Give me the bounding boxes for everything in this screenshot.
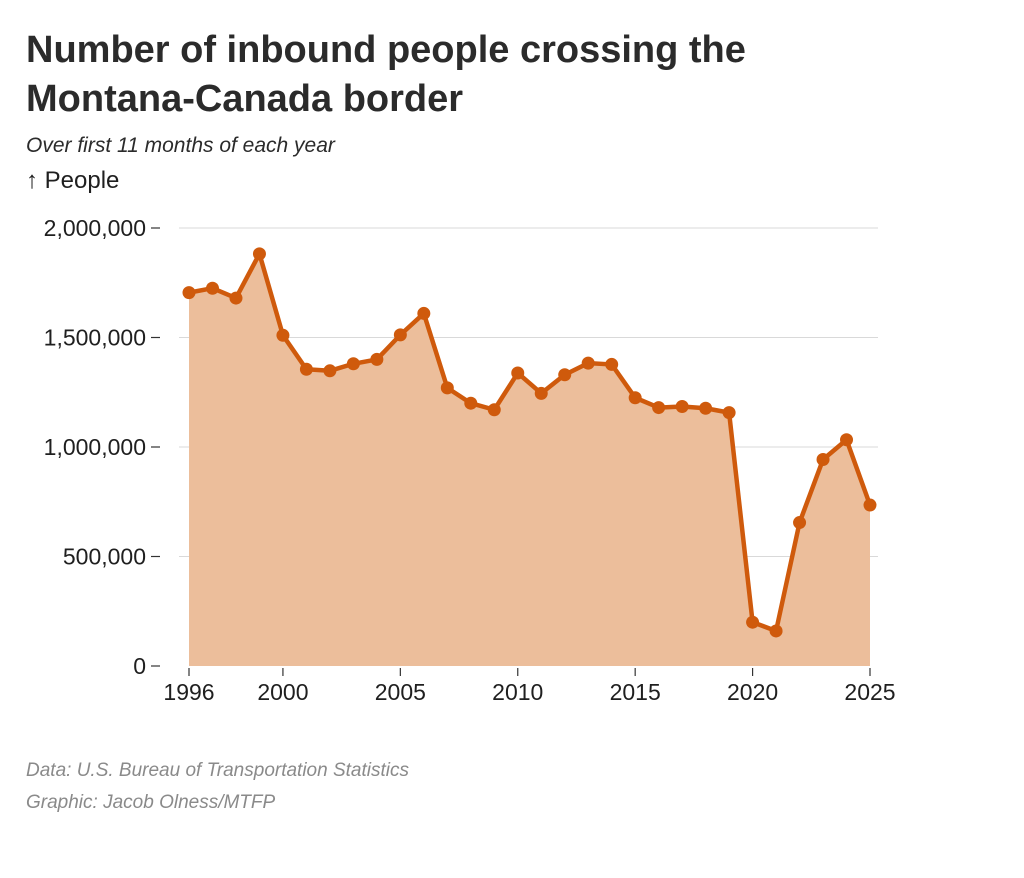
data-point bbox=[393, 328, 407, 342]
data-point bbox=[628, 391, 642, 405]
data-point bbox=[229, 291, 243, 305]
data-point bbox=[746, 615, 760, 629]
data-point bbox=[581, 356, 595, 370]
data-point bbox=[793, 516, 807, 530]
x-tick-label: 2010 bbox=[492, 679, 543, 705]
chart-subtitle: Over first 11 months of each year bbox=[26, 134, 335, 157]
y-tick-label: 0 bbox=[133, 653, 146, 679]
x-tick-label: 2020 bbox=[727, 679, 778, 705]
data-point bbox=[417, 306, 431, 320]
y-axis-label: ↑ People bbox=[26, 167, 120, 194]
chart-title: Number of inbound people crossing the Mo… bbox=[26, 26, 986, 124]
data-point bbox=[464, 396, 478, 410]
y-tick-label: 500,000 bbox=[63, 544, 146, 570]
data-point bbox=[299, 362, 313, 376]
data-point bbox=[346, 357, 360, 371]
data-point bbox=[323, 364, 337, 378]
y-tick-label: 1,000,000 bbox=[44, 434, 146, 460]
x-tick-label: 2005 bbox=[375, 679, 426, 705]
chart-title-line-1: Number of inbound people crossing the bbox=[26, 29, 746, 71]
series-area bbox=[189, 253, 870, 667]
data-point bbox=[182, 286, 196, 300]
data-point bbox=[205, 281, 219, 295]
data-point bbox=[558, 368, 572, 382]
area-layer bbox=[189, 253, 870, 667]
chart-title-line-2: Montana-Canada border bbox=[26, 78, 464, 120]
y-tick-label: 2,000,000 bbox=[44, 215, 146, 241]
source-credit: Data: U.S. Bureau of Transportation Stat… bbox=[26, 760, 409, 781]
data-point bbox=[769, 624, 783, 638]
data-point bbox=[605, 357, 619, 371]
data-point bbox=[675, 399, 689, 413]
data-point bbox=[276, 328, 290, 342]
x-tick-label: 2015 bbox=[610, 679, 661, 705]
graphic-credit: Graphic: Jacob Olness/MTFP bbox=[26, 792, 276, 813]
data-point bbox=[652, 401, 666, 415]
data-point bbox=[440, 381, 454, 395]
data-point bbox=[252, 247, 266, 261]
data-point bbox=[699, 401, 713, 415]
x-tick-label: 2000 bbox=[257, 679, 308, 705]
y-tick-label: 1,500,000 bbox=[44, 325, 146, 351]
data-point bbox=[863, 498, 877, 512]
x-axis: 1996 2000 2005 2010 2015 2020 2025 bbox=[163, 668, 896, 705]
data-point bbox=[816, 452, 830, 466]
data-point bbox=[534, 386, 548, 400]
y-axis: 0 500,000 1,000,000 1,500,000 2,000,000 bbox=[44, 215, 160, 679]
x-tick-label: 2025 bbox=[844, 679, 895, 705]
data-point bbox=[487, 403, 501, 417]
point-layer bbox=[182, 247, 877, 638]
data-point bbox=[370, 352, 384, 366]
data-point bbox=[511, 366, 525, 380]
data-point bbox=[840, 433, 854, 447]
data-point bbox=[722, 406, 736, 420]
x-tick-label: 1996 bbox=[163, 679, 214, 705]
